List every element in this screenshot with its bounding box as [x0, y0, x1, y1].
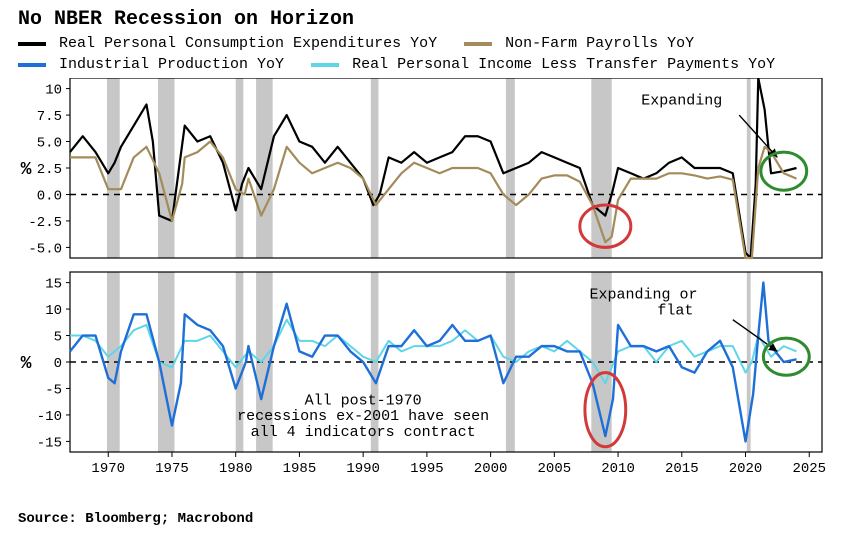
svg-text:2.5: 2.5	[37, 162, 62, 178]
svg-text:%: %	[21, 160, 32, 180]
legend-label: Real Personal Consumption Expenditures Y…	[59, 35, 437, 52]
chart-source: Source: Bloomberg; Macrobond	[18, 511, 253, 527]
svg-text:7.5: 7.5	[37, 109, 62, 125]
svg-text:All post-1970: All post-1970	[305, 392, 422, 409]
svg-text:-10: -10	[37, 409, 62, 425]
svg-text:%: %	[21, 354, 32, 374]
svg-text:10: 10	[45, 303, 62, 319]
svg-text:2010: 2010	[601, 461, 635, 477]
svg-text:5: 5	[54, 330, 62, 346]
legend-swatch	[18, 63, 46, 67]
legend-label: Non-Farm Payrolls YoY	[505, 35, 694, 52]
svg-text:1970: 1970	[91, 461, 125, 477]
svg-text:-5: -5	[45, 382, 62, 398]
svg-text:recessions ex-2001 have seen: recessions ex-2001 have seen	[237, 408, 489, 425]
svg-text:15: 15	[45, 277, 62, 293]
legend-item-pce: Real Personal Consumption Expenditures Y…	[18, 34, 437, 55]
svg-text:-2.5: -2.5	[28, 215, 62, 231]
legend-label: Real Personal Income Less Transfer Payme…	[352, 56, 775, 73]
svg-text:2020: 2020	[729, 461, 763, 477]
legend-item-nonfarm: Non-Farm Payrolls YoY	[464, 34, 694, 55]
chart-svg: -5.0 -2.5 0.0 2.5 5.0 7.5 10% Expanding -15 -10 -5…	[14, 78, 834, 482]
legend-item-income: Real Personal Income Less Transfer Payme…	[311, 55, 775, 76]
legend-item-ip: Industrial Production YoY	[18, 55, 284, 76]
svg-text:1995: 1995	[410, 461, 444, 477]
svg-text:2005: 2005	[538, 461, 572, 477]
svg-text:5.0: 5.0	[37, 136, 62, 152]
legend-swatch	[464, 42, 492, 46]
legend-row-1: Real Personal Consumption Expenditures Y…	[18, 34, 793, 55]
legend-row-2: Industrial Production YoY Real Personal …	[18, 55, 793, 76]
svg-text:all 4 indicators contract: all 4 indicators contract	[251, 424, 476, 441]
chart-legend: Real Personal Consumption Expenditures Y…	[18, 34, 793, 76]
svg-text:1975: 1975	[155, 461, 189, 477]
svg-text:0.0: 0.0	[37, 188, 62, 204]
svg-text:1990: 1990	[346, 461, 380, 477]
svg-text:-15: -15	[37, 435, 62, 451]
svg-text:1985: 1985	[283, 461, 317, 477]
svg-text:2015: 2015	[665, 461, 699, 477]
svg-text:10: 10	[45, 83, 62, 99]
svg-text:2000: 2000	[474, 461, 508, 477]
svg-text:Expanding or: Expanding or	[590, 286, 698, 303]
svg-text:flat: flat	[657, 302, 693, 319]
chart-title: No NBER Recession on Horizon	[18, 8, 354, 31]
svg-text:0: 0	[54, 356, 62, 372]
svg-text:1980: 1980	[219, 461, 253, 477]
legend-label: Industrial Production YoY	[59, 56, 284, 73]
svg-text:2025: 2025	[792, 461, 826, 477]
legend-swatch	[18, 42, 46, 46]
legend-swatch	[311, 63, 339, 67]
chart-plots: -5.0 -2.5 0.0 2.5 5.0 7.5 10% Expanding -15 -10 -5…	[14, 78, 834, 482]
svg-text:Expanding: Expanding	[641, 92, 722, 109]
svg-text:-5.0: -5.0	[28, 241, 62, 257]
